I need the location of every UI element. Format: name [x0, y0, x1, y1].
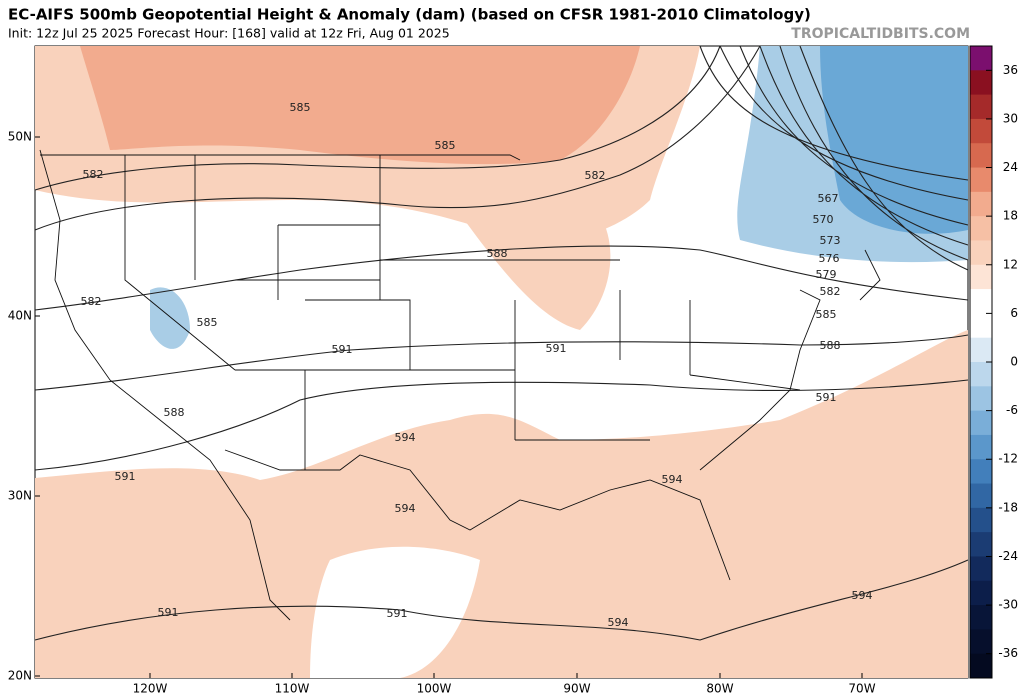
contour-label: 588: [164, 406, 185, 419]
contour-label: 594: [852, 589, 873, 602]
colorbar-segment: [970, 532, 992, 557]
colorbar-segment: [970, 94, 992, 120]
colorbar-segment: [970, 434, 992, 460]
lon-label: 70W: [848, 682, 875, 696]
anomaly-neutral: [310, 546, 480, 678]
colorbar-tick-label: 30: [1003, 111, 1018, 125]
map: [34, 45, 969, 679]
lon-label: 120W: [133, 682, 168, 696]
contour-label: 576: [819, 252, 840, 265]
contour-label: 585: [290, 101, 311, 114]
contour-label: 567: [818, 192, 839, 205]
colorbar-segment: [970, 118, 992, 144]
lon-label: 90W: [563, 682, 590, 696]
colorbar-tick-label: 12: [1003, 257, 1018, 271]
contour-label: 591: [115, 470, 136, 483]
colorbar-segment: [970, 70, 992, 96]
colorbar-segment: [970, 629, 992, 655]
contour-label: 582: [81, 295, 102, 308]
colorbar-tick-label: 0: [1010, 355, 1018, 369]
lon-label: 110W: [275, 682, 310, 696]
lat-label: 30N: [8, 489, 32, 503]
subtitle: Init: 12z Jul 25 2025 Forecast Hour: [16…: [8, 26, 450, 41]
colorbar-segment: [970, 264, 992, 290]
colorbar-segment: [970, 289, 992, 314]
contour-label: 594: [395, 431, 416, 444]
contour-label: 582: [820, 285, 841, 298]
colorbar-segment: [970, 46, 992, 71]
lat-label: 20N: [8, 669, 32, 683]
anomaly-positive: [450, 200, 611, 330]
colorbar-tick-label: -6: [1006, 403, 1018, 417]
watermark: TROPICALTIDBITS.COM: [791, 26, 970, 42]
lat-label: 40N: [8, 309, 32, 323]
colorbar-tick-label: 24: [1003, 160, 1018, 174]
colorbar-segment: [970, 459, 992, 485]
colorbar-segment: [970, 216, 992, 241]
colorbar-tick-label: -36: [998, 646, 1018, 660]
colorbar-segment: [970, 337, 992, 363]
contour-label: 594: [662, 473, 683, 486]
colorbar-segment: [970, 167, 992, 193]
colorbar-segment: [970, 362, 992, 387]
contour-label: 585: [435, 139, 456, 152]
lon-label: 100W: [417, 682, 452, 696]
colorbar-segment: [970, 313, 992, 339]
contour-label: 573: [820, 234, 841, 247]
colorbar-tick-label: 36: [1003, 63, 1018, 77]
colorbar-tick-label: 18: [1003, 209, 1018, 223]
contour-label: 582: [585, 169, 606, 182]
colorbar-segment: [970, 240, 992, 266]
contour-label: 585: [816, 308, 837, 321]
colorbar-tick-label: -12: [998, 452, 1018, 466]
contour-label: 582: [83, 168, 104, 181]
colorbar: 36 30 24 18 12 6 0 -6 -12 -18 -24 -30 -36: [969, 45, 1018, 679]
contour-label: 591: [816, 391, 837, 404]
colorbar-tick-label: -30: [998, 598, 1018, 612]
colorbar-segment: [970, 605, 992, 630]
contour-label: 591: [158, 606, 179, 619]
contour-label: 579: [816, 268, 837, 281]
colorbar-tick-label: 6: [1010, 306, 1018, 320]
contour-label: 594: [608, 616, 629, 629]
colorbar-segment: [970, 556, 992, 582]
colorbar-segment: [970, 507, 992, 533]
colorbar-segment: [970, 410, 992, 436]
colorbar-segment: [970, 483, 992, 509]
colorbar-tick-label: -24: [998, 549, 1018, 563]
contour-label: 591: [332, 343, 353, 356]
contour-label: 591: [387, 607, 408, 620]
anomaly-positive-strong: [80, 46, 640, 165]
contour-label: 594: [395, 502, 416, 515]
lat-label: 50N: [8, 130, 32, 144]
contour-label: 585: [197, 316, 218, 329]
colorbar-segment: [970, 386, 992, 412]
colorbar-segment: [970, 191, 992, 217]
title: EC-AIFS 500mb Geopotential Height & Anom…: [8, 6, 811, 24]
anomaly-negative: [150, 287, 190, 349]
lon-label: 80W: [706, 682, 733, 696]
contour-label: 570: [813, 213, 834, 226]
contour-label: 588: [820, 339, 841, 352]
colorbar-tick-label: -18: [998, 500, 1018, 514]
colorbar-segment: [970, 580, 992, 606]
colorbar-segment: [970, 143, 992, 169]
colorbar-segment: [970, 653, 992, 679]
contour-label: 588: [487, 247, 508, 260]
anomaly-positive: [35, 330, 968, 678]
contour-label: 591: [546, 342, 567, 355]
